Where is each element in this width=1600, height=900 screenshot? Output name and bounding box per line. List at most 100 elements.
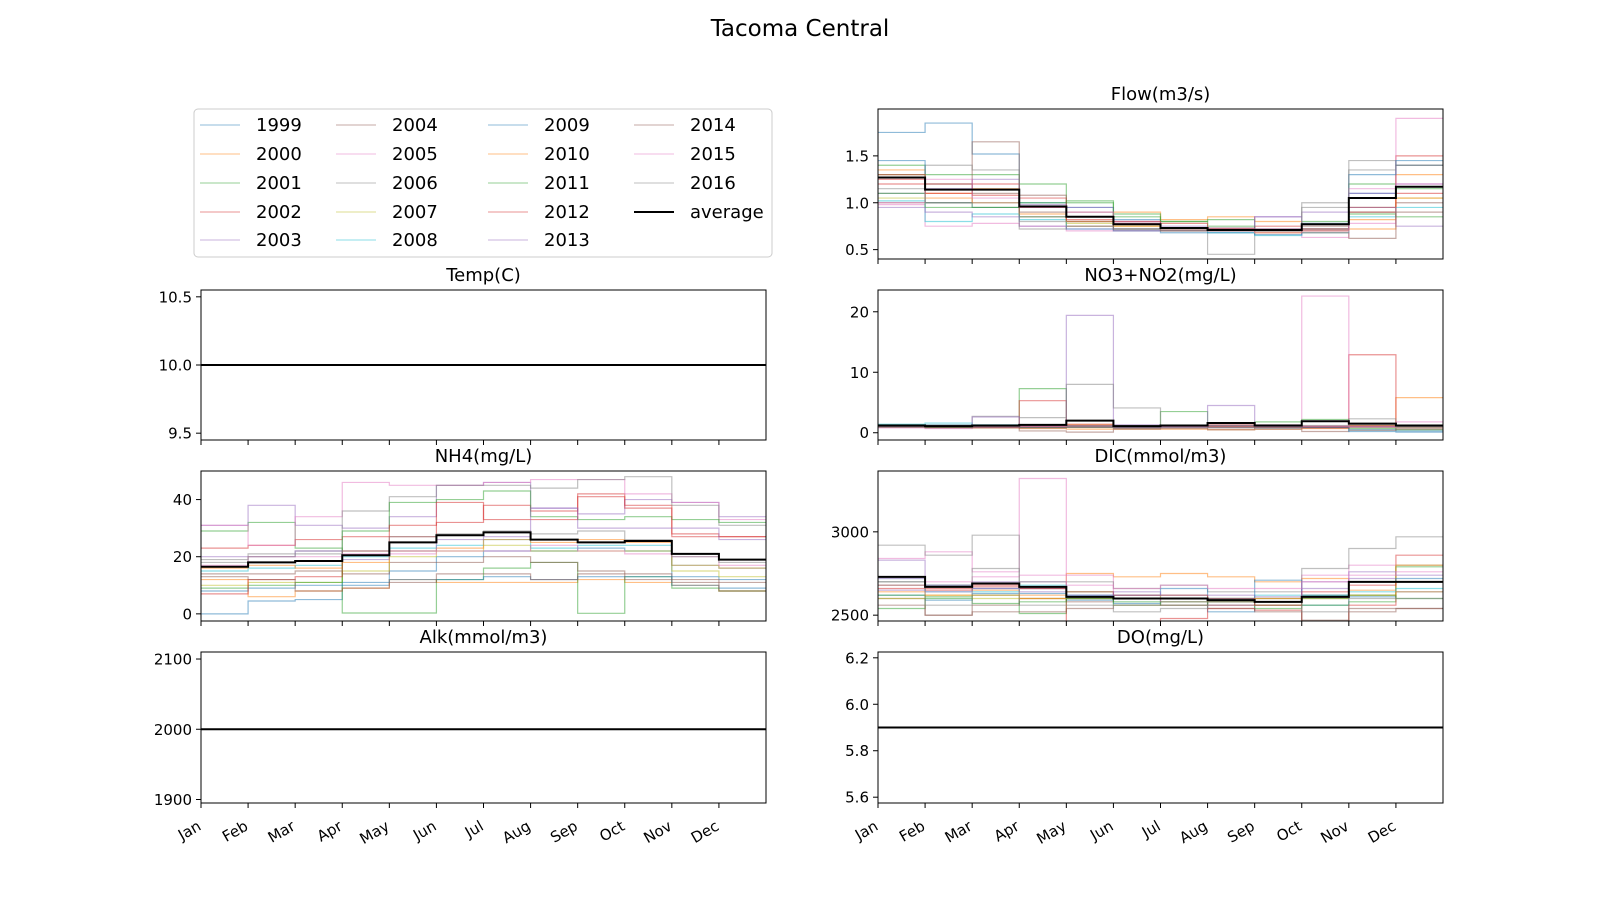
subplot-title: NO3+NO2(mg/L) (1084, 265, 1236, 286)
y-tick-label: 0.5 (845, 241, 869, 259)
legend-label: 2009 (544, 115, 590, 136)
subplot-title: DO(mg/L) (1117, 627, 1204, 648)
y-tick-label: 20 (850, 303, 869, 321)
y-tick-label: 1900 (154, 791, 192, 809)
plot-area (878, 117, 1443, 255)
subplot: Flow(m3/s) 0.5 1.0 1.5 (845, 84, 1444, 264)
x-tick-label: Sep (1224, 817, 1257, 847)
y-tick-label: 40 (173, 491, 192, 509)
y-tick-label: 2500 (831, 607, 869, 625)
legend-label: average (690, 202, 764, 223)
x-tick-label: Oct (1273, 817, 1305, 846)
series-line (878, 426, 1443, 429)
subplot: Alk(mmol/m3) 1900 2000 2100 Jan Feb Mar Apr May J… (154, 627, 767, 848)
subplot: DO(mg/L) 5.6 5.8 6.0 6.2 Jan Feb Mar Apr May Jun Ju… (845, 627, 1444, 848)
series-line (878, 567, 1443, 613)
y-tick-label: 0 (859, 424, 869, 442)
y-tick-label: 5.6 (845, 789, 869, 807)
legend-label: 2015 (690, 144, 736, 165)
y-tick-label: 10.5 (159, 288, 192, 306)
x-tick-label: Aug (1176, 817, 1210, 847)
y-tick-label: 0 (182, 605, 192, 623)
legend-label: 2000 (256, 144, 302, 165)
plot-area (878, 477, 1443, 621)
subplot-title: DIC(mmol/m3) (1095, 446, 1227, 467)
y-tick-label: 10 (850, 364, 869, 382)
x-tick-label: Nov (641, 817, 675, 847)
x-tick-label: Dec (688, 817, 722, 847)
x-tick-label: Jan (851, 817, 881, 845)
series-line (201, 576, 766, 592)
subplot: DIC(mmol/m3) 2500 3000 (831, 446, 1444, 626)
axes-frame (200, 651, 767, 804)
legend-label: 2012 (544, 202, 590, 223)
legend-label: 2005 (392, 144, 438, 165)
x-tick-label: Sep (547, 817, 580, 847)
x-tick-label: Feb (219, 817, 251, 846)
subplot-title: NH4(mg/L) (435, 446, 533, 467)
x-tick-label: May (1034, 817, 1070, 848)
legend-label: 2004 (392, 115, 438, 136)
legend-label: 2006 (392, 173, 438, 194)
legend-label: 2016 (690, 173, 736, 194)
y-tick-label: 3000 (831, 523, 869, 541)
y-tick-label: 6.0 (845, 696, 869, 714)
subplot: Temp(C) 9.5 10.0 10.5 (159, 265, 767, 445)
x-tick-label: Jul (461, 817, 487, 842)
y-tick-label: 2100 (154, 651, 192, 669)
series-line (201, 573, 766, 592)
series-line (201, 496, 766, 595)
legend-label: 2013 (544, 230, 590, 251)
x-tick-label: Apr (991, 816, 1023, 845)
legend: 1999 2000 2001 2002 2003 2004 2005 2006 2007 2008… (193, 108, 773, 258)
x-tick-label: Dec (1365, 817, 1399, 847)
figure-title: Tacoma Central (710, 16, 890, 42)
x-tick-label: Feb (896, 817, 928, 846)
series-line (201, 531, 766, 568)
x-tick-label: Jan (174, 817, 204, 845)
series-line (878, 604, 1443, 621)
subplot: NO3+NO2(mg/L) 0 10 20 (850, 265, 1444, 445)
y-tick-label: 5.8 (845, 742, 869, 760)
legend-label: 2014 (690, 115, 736, 136)
subplot-title: Alk(mmol/m3) (420, 627, 548, 648)
x-tick-label: Apr (314, 816, 346, 845)
x-tick-label: Mar (265, 816, 299, 846)
plot-area (878, 295, 1443, 433)
series-line (878, 383, 1443, 428)
series-line (878, 176, 1443, 231)
x-tick-label: May (357, 817, 393, 848)
legend-frame (193, 108, 773, 258)
y-tick-label: 1.5 (845, 147, 869, 165)
legend-label: 2010 (544, 144, 590, 165)
series-line (878, 575, 1443, 603)
x-tick-label: Jun (1086, 817, 1116, 845)
series-line (878, 419, 1443, 428)
x-tick-label: Aug (499, 817, 533, 847)
x-tick-label: Nov (1318, 817, 1352, 847)
y-tick-label: 20 (173, 548, 192, 566)
x-tick-label: Jun (409, 817, 439, 845)
subplot-title: Temp(C) (445, 265, 521, 286)
y-tick-label: 6.2 (845, 649, 869, 667)
x-tick-label: Oct (596, 817, 628, 846)
legend-label: 2011 (544, 173, 590, 194)
legend-label: 2002 (256, 202, 302, 223)
y-tick-label: 1.0 (845, 194, 869, 212)
series-line (201, 507, 766, 561)
series-line (878, 534, 1443, 593)
legend-label: 2003 (256, 230, 302, 251)
subplot: NH4(mg/L) 0 20 40 (173, 446, 767, 626)
y-tick-label: 9.5 (168, 425, 192, 443)
x-tick-label: Mar (942, 816, 976, 846)
y-tick-label: 10.0 (159, 357, 192, 375)
y-tick-label: 2000 (154, 721, 192, 739)
x-tick-label: Jul (1138, 817, 1164, 842)
legend-label: 2008 (392, 230, 438, 251)
legend-label: 1999 (256, 115, 302, 136)
subplot-title: Flow(m3/s) (1111, 84, 1211, 105)
plot-area (201, 476, 766, 615)
legend-label: 2001 (256, 173, 302, 194)
legend-label: 2007 (392, 202, 438, 223)
